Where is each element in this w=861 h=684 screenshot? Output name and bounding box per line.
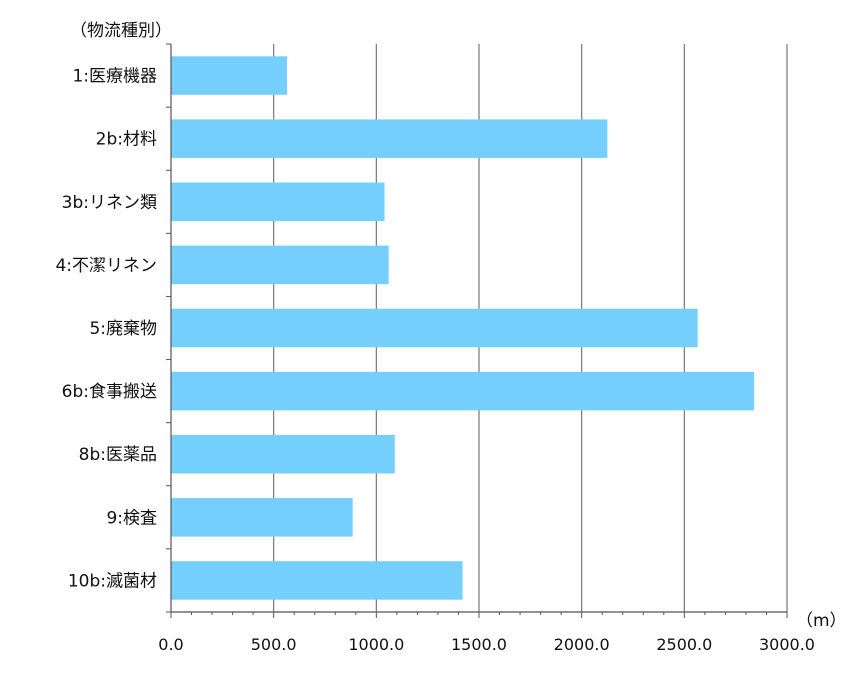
bar-1: [171, 56, 288, 95]
x-tick-label-5: 2500.0: [656, 635, 712, 654]
category-label-6: 6b:食事搬送: [62, 382, 157, 402]
bars: [171, 56, 755, 600]
y-axis-title: （物流種別）: [70, 21, 172, 41]
category-label-1: 1:医療機器: [72, 67, 157, 87]
bar-5: [171, 308, 698, 348]
category-label-4: 4:不潔リネン: [55, 256, 157, 276]
x-tick-label-1: 500.0: [251, 635, 297, 654]
bar-6: [171, 371, 755, 411]
bar-3: [171, 182, 385, 222]
category-label-8: 9:検査: [106, 508, 157, 528]
bar-2: [171, 119, 608, 158]
bar-9: [171, 561, 463, 600]
category-label-2: 2b:材料: [96, 130, 157, 150]
category-label-5: 5:廃棄物: [89, 319, 157, 339]
category-label-3: 3b:リネン類: [62, 193, 157, 213]
x-axis-title: （m）: [796, 611, 847, 631]
axes: [166, 43, 788, 618]
category-label-7: 8b:医薬品: [79, 445, 157, 465]
x-tick-label-3: 1500.0: [451, 635, 507, 654]
bar-8: [171, 498, 353, 537]
x-tick-label-2: 1000.0: [348, 635, 404, 654]
category-label-9: 10b:滅菌材: [68, 571, 157, 591]
bar-4: [171, 245, 389, 285]
labels: 1:医療機器 2b:材料 3b:リネン類 4:不潔リネン 5:廃棄物 6b:食事搬送 8b:…: [55, 67, 815, 654]
x-tick-label-6: 3000.0: [759, 635, 815, 654]
x-tick-label-4: 2000.0: [554, 635, 610, 654]
bar-7: [171, 434, 395, 474]
x-tick-label-0: 0.0: [158, 635, 183, 654]
